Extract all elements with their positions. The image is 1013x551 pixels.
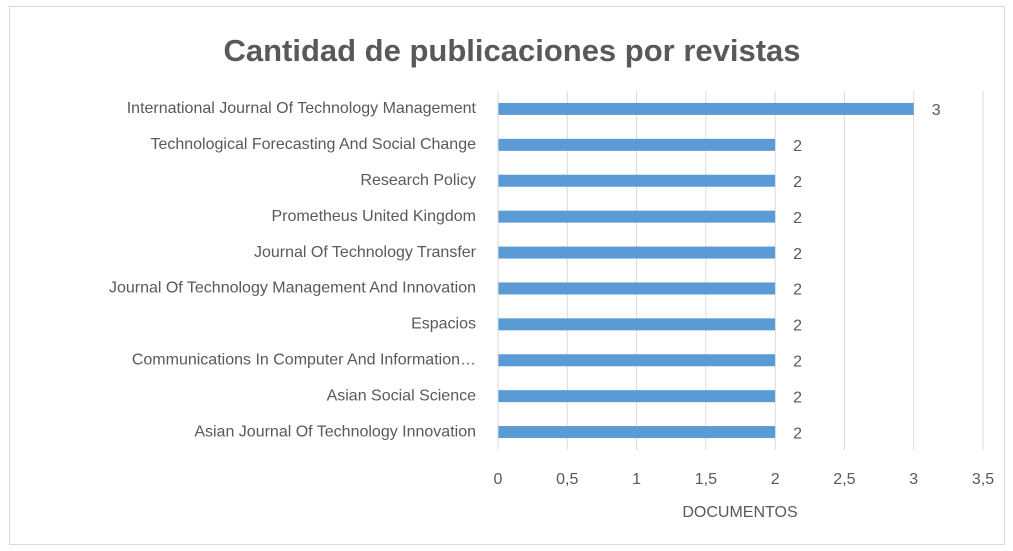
data-label: 2 — [793, 353, 802, 370]
data-label: 2 — [793, 138, 802, 155]
bar — [498, 426, 776, 439]
x-tick-label: 0 — [494, 471, 503, 488]
x-tick-label: 0,5 — [556, 471, 578, 488]
x-tick-label: 3,5 — [972, 471, 994, 488]
bar — [498, 354, 776, 367]
chart-title: Cantidad de publicaciones por revistas — [223, 33, 800, 68]
x-tick-label: 2 — [771, 471, 780, 488]
y-tick-label: Asian Journal Of Technology Innovation — [194, 423, 476, 440]
chart-border — [9, 6, 1005, 545]
y-tick-label: Communications In Computer And Informati… — [132, 351, 476, 368]
x-tick-label: 1 — [632, 471, 641, 488]
y-tick-label: Prometheus United Kingdom — [271, 208, 476, 225]
bar — [498, 390, 776, 403]
x-axis-title: DOCUMENTOS — [682, 504, 797, 521]
bar — [498, 210, 776, 223]
y-tick-label: Technological Forecasting And Social Cha… — [150, 136, 476, 153]
data-label: 2 — [793, 174, 802, 191]
y-tick-label: Journal Of Technology Management And Inn… — [109, 280, 476, 297]
bar — [498, 318, 776, 331]
x-tick-label: 2,5 — [833, 471, 855, 488]
data-label: 2 — [793, 318, 802, 335]
y-tick-label: Research Policy — [360, 172, 476, 189]
bar — [498, 138, 776, 151]
bar — [498, 246, 776, 259]
bar — [498, 102, 914, 115]
data-label: 2 — [793, 389, 802, 406]
bar — [498, 282, 776, 295]
data-label: 2 — [793, 282, 802, 299]
data-label: 3 — [932, 102, 941, 119]
y-tick-label: Asian Social Science — [327, 387, 477, 404]
x-tick-label: 3 — [909, 471, 918, 488]
data-label: 2 — [793, 425, 802, 442]
y-tick-label: International Journal Of Technology Mana… — [127, 100, 477, 117]
bar — [498, 174, 776, 187]
data-label: 2 — [793, 246, 802, 263]
y-tick-label: Journal Of Technology Transfer — [254, 244, 477, 261]
y-tick-label: Espacios — [411, 316, 476, 333]
data-label: 2 — [793, 210, 802, 227]
x-tick-label: 1,5 — [695, 471, 717, 488]
